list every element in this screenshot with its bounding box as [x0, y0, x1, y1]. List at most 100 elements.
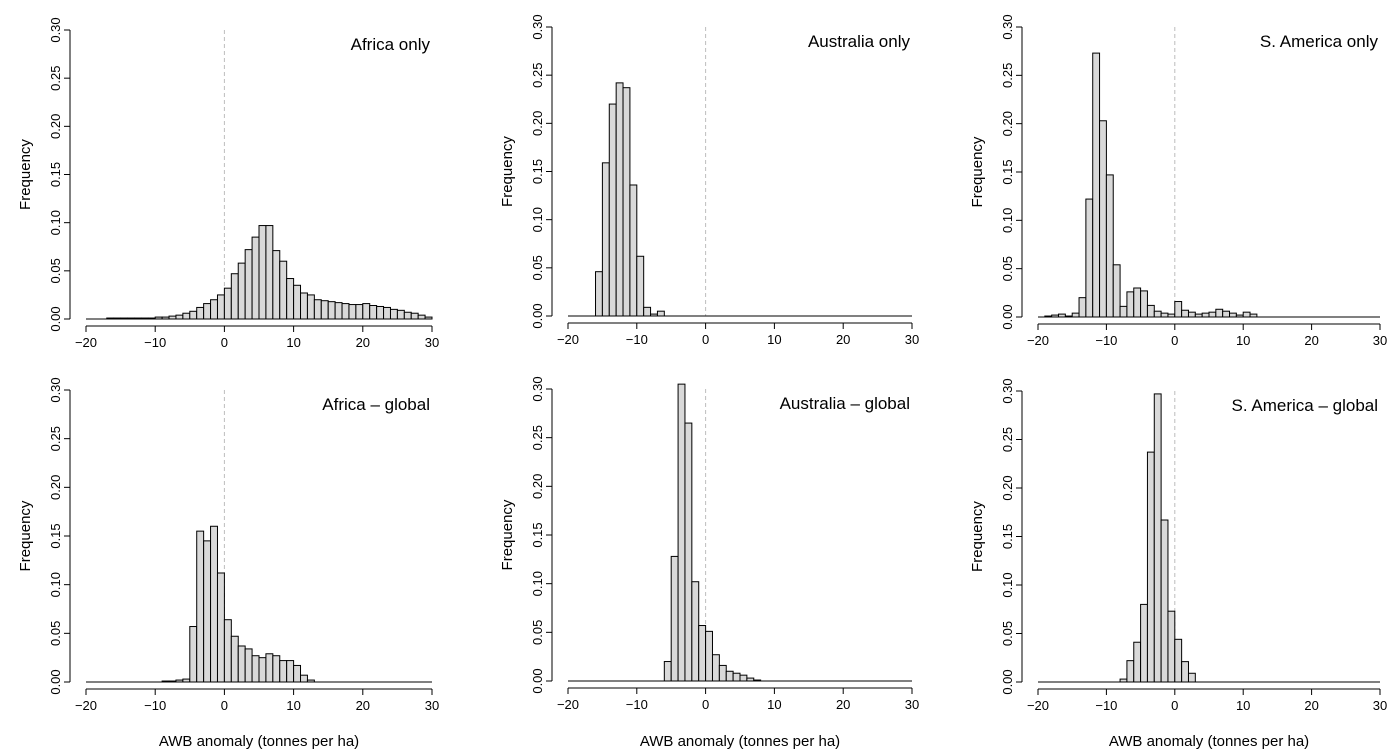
y-tick-label: 0.05: [530, 620, 545, 645]
histogram-bar: [691, 581, 700, 682]
histogram-bar: [1058, 313, 1066, 318]
histogram-bar: [601, 162, 610, 317]
histogram-bar: [300, 292, 308, 320]
histogram-bar: [403, 311, 412, 320]
histogram-bar: [1208, 311, 1217, 318]
histogram-bar: [1051, 314, 1060, 318]
histogram-bar: [210, 299, 218, 320]
x-tick-label: 30: [905, 332, 919, 347]
x-tick-label: 10: [767, 332, 781, 347]
histogram-bar: [279, 660, 288, 683]
histogram-bar: [1078, 297, 1087, 318]
histogram-bar: [272, 250, 281, 320]
histogram-bar: [161, 316, 170, 320]
y-tick-label: 0.30: [530, 376, 545, 401]
panel-africa-only: −20 −10 0 10 20 30 0.00 0.05 0.10 0.15 0.20 0.25 0.3…: [17, 17, 439, 350]
histogram-bar: [389, 308, 398, 320]
histogram-bar: [1133, 641, 1142, 683]
x-axis-title: AWB anomaly (tonnes per ha): [159, 733, 359, 750]
histogram-bar: [140, 317, 149, 320]
y-tick-label: 0.20: [48, 114, 63, 139]
x-tick-label: 0: [1171, 333, 1178, 348]
histogram-bar: [1235, 314, 1244, 318]
histogram-bar: [189, 310, 198, 320]
histogram-bar: [1174, 638, 1183, 683]
y-axis-title: Frequency: [969, 136, 986, 207]
histogram-bar: [1092, 52, 1101, 318]
x-tick-label: 30: [425, 335, 439, 350]
y-axis-title: Frequency: [17, 139, 34, 210]
x-tick-label: 20: [836, 697, 850, 712]
y-tick-label: 0.25: [1000, 63, 1015, 88]
y-tick-label: 0.15: [1000, 159, 1015, 184]
histogram-bar: [1140, 603, 1148, 683]
y-tick-label: 0.15: [530, 522, 545, 547]
histogram-bar: [182, 678, 191, 683]
histogram-bar: [1146, 451, 1155, 683]
histogram-bar: [1133, 287, 1142, 318]
histogram-bar: [1181, 309, 1189, 318]
histogram-bar: [1194, 313, 1203, 318]
histogram-bar: [629, 184, 638, 317]
histogram-bar: [636, 255, 645, 317]
histogram-bar: [168, 680, 177, 683]
histogram-bar: [718, 664, 727, 682]
y-tick-label: 0.00: [48, 306, 63, 331]
histogram-bar: [1249, 313, 1258, 318]
y-tick-label: 0.05: [1000, 621, 1015, 646]
x-tick-label: −20: [75, 335, 97, 350]
y-tick-label: 0.30: [530, 14, 545, 39]
histogram-bar: [168, 315, 177, 320]
histogram-bar: [1099, 120, 1107, 318]
x-tick-label: 0: [1171, 698, 1178, 713]
y-tick-label: 0.30: [48, 377, 63, 402]
x-tick-label: 10: [286, 698, 300, 713]
x-tick-label: 20: [356, 335, 370, 350]
x-tick-label: 30: [425, 698, 439, 713]
panel-title: Africa – global: [322, 395, 430, 414]
histogram-bar: [1181, 661, 1189, 683]
histogram-bar: [746, 677, 755, 682]
histogram-bar: [383, 306, 391, 320]
histogram-bar: [203, 540, 212, 683]
y-tick-label: 0.05: [48, 258, 63, 283]
histogram-bar: [272, 655, 281, 683]
panel-africa-global: −20 −10 0 10 20 30 0.00 0.05 0.10 0.15 0.20 0.25 0.3…: [17, 377, 439, 750]
histogram-bar: [643, 306, 652, 317]
panel-s-america-only: −20 −10 0 10 20 30 0.00 0.05 0.10 0.15 0.20 0.25 0.3…: [969, 14, 1387, 348]
y-tick-label: 0.10: [48, 210, 63, 235]
x-tick-label: 10: [286, 335, 300, 350]
histogram-bar: [1153, 393, 1162, 683]
histogram-bar: [106, 317, 115, 320]
y-tick-label: 0.15: [48, 162, 63, 187]
x-tick-label: −20: [1027, 698, 1049, 713]
histogram-bar: [1119, 305, 1128, 318]
y-tick-label: 0.15: [1000, 524, 1015, 549]
y-tick-label: 0.15: [48, 523, 63, 548]
y-tick-label: 0.20: [1000, 111, 1015, 136]
histogram-bar: [1242, 311, 1251, 318]
histogram-bar: [1229, 312, 1237, 318]
histogram-bar: [608, 103, 617, 317]
panel-australia-global: −20 −10 0 10 20 30 0.00 0.05 0.10 0.15 0.20 0.25 0.3…: [499, 376, 919, 750]
x-tick-label: 20: [836, 332, 850, 347]
histogram-bar: [663, 661, 672, 682]
histogram-bar: [189, 626, 198, 683]
y-tick-label: 0.20: [530, 474, 545, 499]
y-tick-label: 0.25: [48, 66, 63, 91]
x-tick-label: −20: [557, 332, 579, 347]
histogram-bar: [705, 630, 713, 682]
x-tick-label: 0: [702, 332, 709, 347]
histogram-bar: [1201, 312, 1210, 318]
histogram-bar: [656, 310, 665, 317]
histogram-bar: [306, 294, 315, 320]
x-tick-label: −10: [626, 697, 648, 712]
x-tick-label: 20: [1304, 333, 1318, 348]
panel-title: S. America only: [1260, 32, 1379, 51]
panel-australia-only: −20 −10 0 10 20 30 0.00 0.05 0.10 0.15 0.20 0.25 0.3…: [499, 14, 919, 347]
histogram-bar: [182, 312, 191, 320]
histogram-bar: [216, 294, 225, 320]
histogram-bar: [1160, 519, 1169, 683]
histogram-bar: [161, 680, 170, 683]
histogram-bar: [154, 316, 163, 320]
